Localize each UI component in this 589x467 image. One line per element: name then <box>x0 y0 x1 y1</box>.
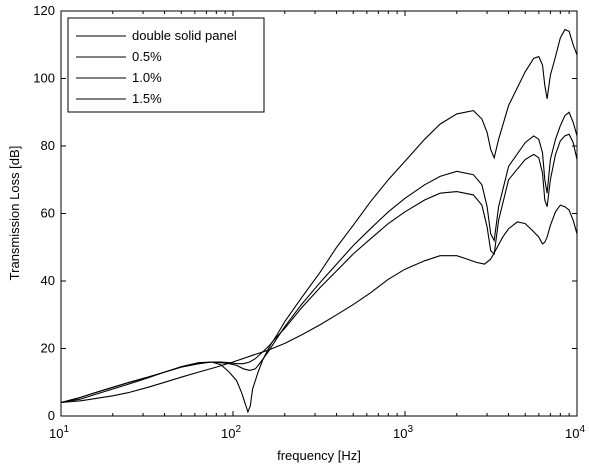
legend-label-3: 1.5% <box>132 91 162 106</box>
y-tick-label-3: 60 <box>41 206 55 221</box>
y-tick-label-2: 40 <box>41 273 55 288</box>
x-tick-label-0: 101 <box>49 424 69 441</box>
series-line-1 <box>60 111 578 404</box>
series-line-2 <box>60 133 578 404</box>
legend-label-1: 0.5% <box>132 49 162 64</box>
legend-box <box>67 17 265 113</box>
legend-label-0: double solid panel <box>132 28 237 43</box>
legend: double solid panel 0.5% 1.0% 1.5% <box>67 17 265 113</box>
y-tick-label-4: 80 <box>41 138 55 153</box>
axis-ticks <box>60 10 578 417</box>
y-tick-label-1: 20 <box>41 341 55 356</box>
plot-lines <box>60 28 578 414</box>
legend-label-2: 1.0% <box>132 70 162 85</box>
y-axis-label: Transmission Loss [dB] <box>7 146 22 281</box>
y-tick-label-5: 100 <box>33 71 55 86</box>
series-line-3 <box>60 204 578 404</box>
x-axis-label: frequency [Hz] <box>277 448 361 463</box>
x-tick-label-1: 102 <box>221 424 241 441</box>
x-tick-label-2: 103 <box>393 424 413 441</box>
x-tick-label-3: 104 <box>565 424 585 441</box>
y-tick-label-6: 120 <box>33 3 55 18</box>
y-tick-label-0: 0 <box>48 408 55 423</box>
tick-labels: 0 20 40 60 80 100 120 101 102 103 104 <box>33 3 585 441</box>
